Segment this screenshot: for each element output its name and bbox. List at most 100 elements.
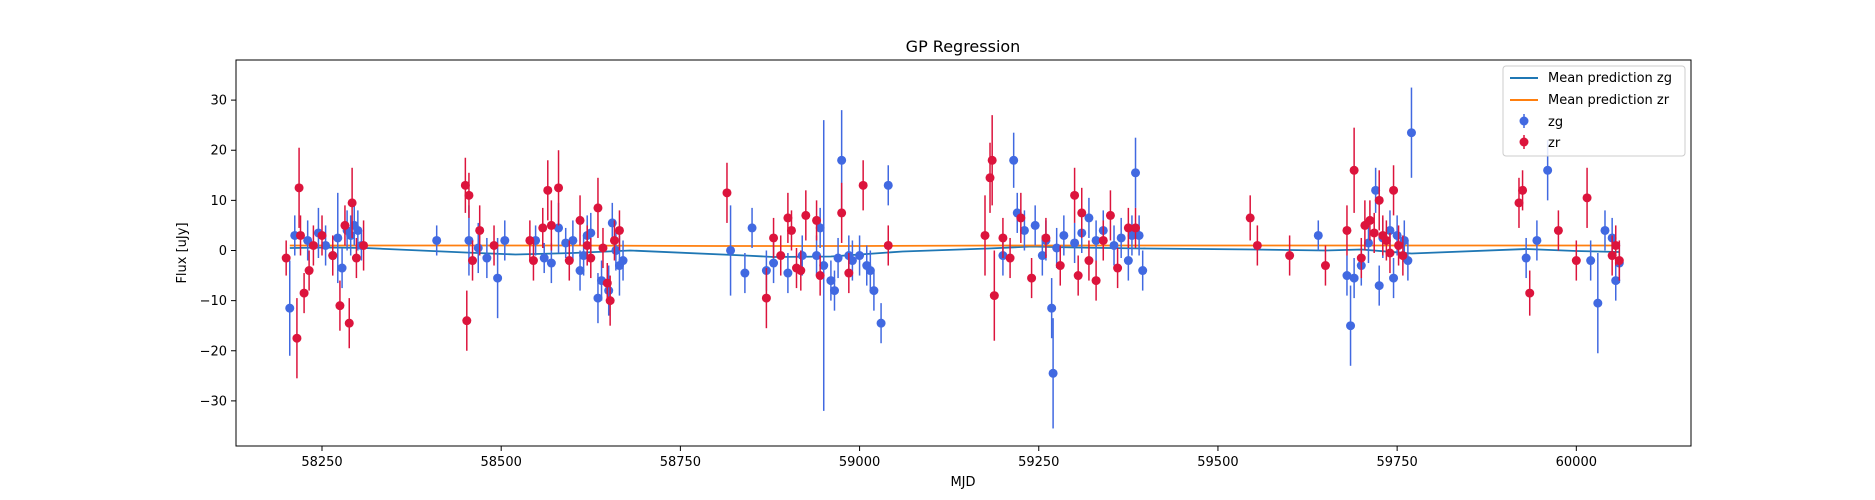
- zr-point: [546, 220, 556, 230]
- zr-point: [464, 190, 474, 200]
- zg-point: [1123, 256, 1133, 266]
- zr-point: [1131, 223, 1141, 233]
- zg-point: [333, 233, 343, 243]
- zg-point: [740, 268, 750, 278]
- zg-point: [575, 266, 585, 276]
- zg-point: [826, 276, 836, 286]
- zg-point: [1532, 235, 1542, 245]
- zr-point: [1077, 208, 1087, 218]
- zg-point: [1009, 155, 1019, 165]
- zg-point: [1342, 271, 1352, 281]
- zr-point: [598, 243, 608, 253]
- zg-point: [618, 256, 628, 266]
- zr-point: [582, 240, 592, 250]
- zr-point: [1518, 185, 1528, 195]
- zr-point: [1245, 213, 1255, 223]
- x-tick-label: 58750: [660, 455, 701, 470]
- zr-point: [801, 210, 811, 220]
- zg-point: [337, 263, 347, 273]
- x-tick-label: 60000: [1556, 455, 1597, 470]
- y-tick-label: 20: [210, 144, 227, 159]
- zr-point: [1607, 251, 1617, 261]
- zr-point: [1073, 271, 1083, 281]
- zr-point: [1041, 233, 1051, 243]
- y-tick-label: 0: [219, 244, 227, 259]
- zr-point: [1553, 225, 1563, 235]
- series-zr: [281, 115, 1624, 379]
- zr-point: [1070, 190, 1080, 200]
- zr-point: [1614, 256, 1624, 266]
- zg-point: [464, 235, 474, 245]
- zg-point: [1084, 213, 1094, 223]
- zr-point: [299, 288, 309, 298]
- zr-point: [989, 291, 999, 301]
- zg-point: [815, 223, 825, 233]
- zr-point: [1055, 261, 1065, 271]
- zr-point: [304, 266, 314, 276]
- zr-point: [614, 225, 624, 235]
- zg-point: [1037, 251, 1047, 261]
- zg-point: [1059, 230, 1069, 240]
- zr-point: [844, 268, 854, 278]
- zg-point: [1374, 281, 1384, 291]
- zg-point: [1030, 220, 1040, 230]
- zg-point: [1138, 266, 1148, 276]
- zg-point: [285, 303, 295, 313]
- zg-point: [1048, 368, 1058, 378]
- zg-point: [1371, 185, 1381, 195]
- legend-zr-marker: [1519, 137, 1529, 147]
- zg-point: [869, 286, 879, 296]
- zr-point: [776, 251, 786, 261]
- zr-point: [296, 230, 306, 240]
- zg-point: [1134, 230, 1144, 240]
- zg-point: [1131, 168, 1141, 178]
- zg-point: [1521, 253, 1531, 263]
- zg-point: [593, 293, 603, 303]
- data-points: [281, 87, 1624, 429]
- zg-point: [321, 240, 331, 250]
- zg-point: [829, 286, 839, 296]
- zr-point: [328, 251, 338, 261]
- zr-point: [489, 240, 499, 250]
- y-axis-label: Flux [uJy]: [175, 222, 190, 283]
- zg-point: [1109, 240, 1119, 250]
- zg-point: [1116, 233, 1126, 243]
- zr-point: [761, 293, 771, 303]
- zr-point: [593, 203, 603, 213]
- zg-point: [1600, 225, 1610, 235]
- zr-point: [1394, 240, 1404, 250]
- zg-point: [1363, 238, 1373, 248]
- zr-point: [722, 188, 732, 198]
- zr-point: [1342, 225, 1352, 235]
- zr-point: [815, 271, 825, 281]
- zr-point: [1349, 165, 1359, 175]
- zr-point: [796, 266, 806, 276]
- zg-point: [1052, 243, 1062, 253]
- y-tick-label: −30: [200, 394, 227, 409]
- x-axis-label: MJD: [950, 475, 975, 490]
- zg-point: [346, 230, 356, 240]
- zr-point: [1389, 185, 1399, 195]
- zg-point: [876, 318, 886, 328]
- zr-point: [475, 225, 485, 235]
- zr-point: [317, 230, 327, 240]
- legend-label-zr: zr: [1548, 136, 1561, 151]
- zg-point: [607, 218, 617, 228]
- legend-zg-marker: [1519, 116, 1529, 126]
- y-tick-label: −20: [200, 344, 227, 359]
- zg-point: [586, 228, 596, 238]
- zg-point: [812, 251, 822, 261]
- y-tick-label: −10: [200, 294, 227, 309]
- x-tick-label: 58250: [301, 455, 342, 470]
- zr-point: [586, 253, 596, 263]
- zg-point: [1406, 128, 1416, 138]
- zg-point: [1091, 235, 1101, 245]
- zr-point: [575, 215, 585, 225]
- zr-point: [1514, 198, 1524, 208]
- zr-point: [1369, 228, 1379, 238]
- zg-point: [1385, 225, 1395, 235]
- zr-point: [294, 183, 304, 193]
- zg-point: [1543, 165, 1553, 175]
- zr-point: [1611, 240, 1621, 250]
- zg-point: [1346, 321, 1356, 331]
